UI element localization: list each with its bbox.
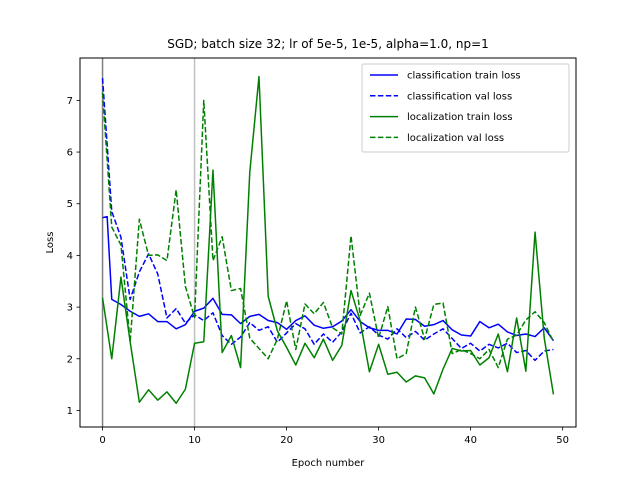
y-tick-label: 2	[67, 354, 73, 365]
legend: classification train loss classification …	[361, 63, 570, 153]
y-tick-label: 7	[67, 96, 73, 107]
chart-title: SGD; batch size 32; lr of 5e-5, 1e-5, al…	[167, 37, 489, 51]
legend-box	[361, 63, 570, 153]
series-line-classification-train-loss	[102, 215, 555, 342]
x-tick-label: 30	[372, 435, 385, 446]
series-line-classification-val-loss	[101, 78, 554, 362]
y-tick-label: 5	[67, 199, 73, 210]
series-line-localization-val-loss	[101, 92, 555, 369]
y-tick-label: 4	[67, 251, 73, 262]
plot-frame	[79, 57, 577, 428]
x-axis-label: Epoch number	[292, 458, 366, 469]
x-tick-label: 50	[556, 435, 569, 446]
legend-label: localization val loss	[407, 133, 504, 144]
x-tick-label: 0	[99, 435, 105, 446]
x-tick-label: 20	[280, 435, 293, 446]
plot-series	[101, 75, 555, 404]
y-tick-label: 1	[67, 406, 73, 417]
y-tick-label: 6	[67, 148, 73, 159]
y-axis-ticks: 1 2 3 4 5 6 7	[67, 96, 80, 417]
series-line-localization-train-loss	[101, 75, 555, 404]
reference-lines	[101, 58, 196, 427]
y-tick-label: 3	[67, 303, 73, 314]
x-tick-label: 40	[464, 435, 477, 446]
legend-label: classification val loss	[407, 91, 512, 102]
y-axis-label: Loss	[45, 232, 56, 254]
x-tick-label: 10	[188, 435, 201, 446]
legend-label: classification train loss	[407, 71, 521, 82]
x-axis-ticks: 0 10 20 30 40 50	[99, 427, 569, 446]
legend-label: localization train loss	[407, 112, 513, 123]
